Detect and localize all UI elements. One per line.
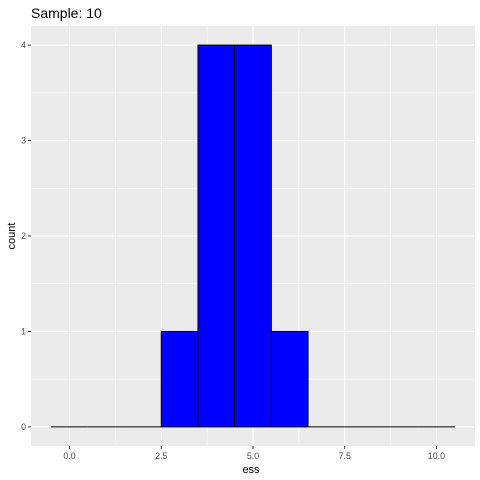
histogram-bar <box>234 44 272 428</box>
y-tick-label: 3 <box>21 136 26 146</box>
histogram-bar <box>270 330 309 428</box>
y-axis-title: count <box>6 223 18 250</box>
histogram-bar <box>160 330 199 428</box>
histogram-bar <box>197 44 236 428</box>
x-axis-title: ess <box>242 464 260 476</box>
y-tick-label: 2 <box>21 231 26 241</box>
y-axis: 0 1 2 3 4 <box>21 40 31 432</box>
x-tick-label: 10.0 <box>428 451 445 461</box>
y-tick-label: 4 <box>21 40 26 50</box>
x-tick-label: 2.5 <box>155 451 167 461</box>
histogram-bars <box>51 44 455 428</box>
x-tick-label: 5.0 <box>247 451 259 461</box>
x-tick-label: 7.5 <box>339 451 351 461</box>
y-tick-label: 1 <box>21 326 26 336</box>
x-tick-label: 0.0 <box>63 451 75 461</box>
chart-title: Sample: 10 <box>31 5 102 21</box>
x-axis: 0.0 2.5 5.0 7.5 10.0 <box>63 446 445 461</box>
y-tick-label: 0 <box>21 422 26 432</box>
